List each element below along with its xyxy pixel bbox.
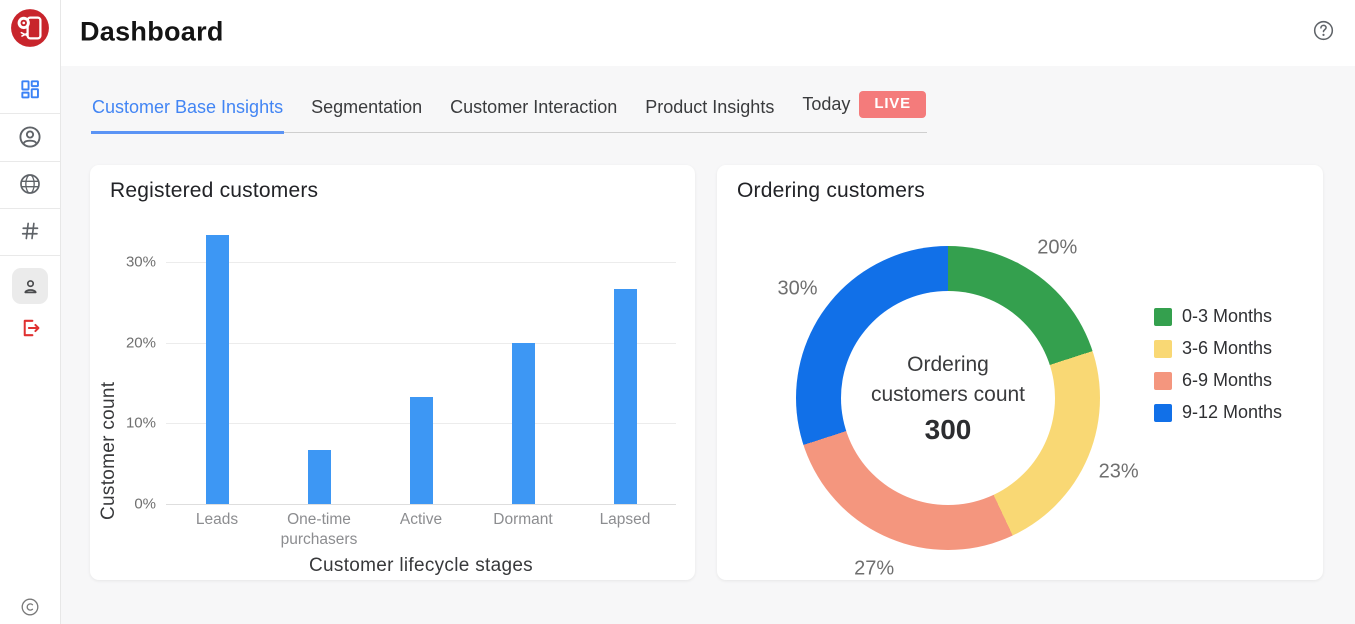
slice-percent-label: 27%: [854, 557, 895, 580]
registered-customers-card: Registered customers Customer count 0% 10…: [90, 165, 695, 580]
bar-one-time-purchasers[interactable]: [307, 449, 331, 504]
legend-item-0-3-months[interactable]: 0-3 Months: [1154, 306, 1282, 327]
legend-label: 3-6 Months: [1182, 338, 1273, 358]
header: Dashboard: [61, 0, 1355, 66]
donut-legend: 0-3 Months 3-6 Months 6-9 Months 9-12 Month…: [1154, 306, 1282, 423]
sidebar-divider: [0, 161, 60, 162]
tab-label: Customer Base Insights: [92, 96, 284, 117]
y-tick-label: 0%: [134, 495, 156, 513]
active-nav-background: [12, 268, 48, 304]
bar-categories: Leads One-time purchasers Active Dormant Lap…: [166, 510, 676, 550]
legend-swatch: [1154, 307, 1172, 326]
live-badge: LIVE: [859, 91, 926, 118]
user-icon[interactable]: [12, 268, 48, 304]
globe-icon[interactable]: [18, 172, 42, 196]
donut-center: Ordering customers count 300: [841, 291, 1055, 505]
hash-icon[interactable]: [19, 220, 41, 242]
logout-icon[interactable]: [19, 317, 42, 340]
tab-customer-interaction[interactable]: Customer Interaction: [449, 95, 618, 134]
bar-slot: [409, 220, 433, 504]
content-area: Customer Base Insights Segmentation Custom…: [61, 66, 1355, 624]
slice-percent-label: 23%: [1098, 460, 1139, 483]
donut-center-label: Ordering customers count: [871, 350, 1025, 411]
legend-label: 9-12 Months: [1182, 402, 1283, 422]
ordering-customers-card: Ordering customers Ordering customers co…: [717, 165, 1323, 580]
sidebar: [0, 0, 61, 624]
copyright-icon[interactable]: [21, 598, 40, 617]
bar-lapsed[interactable]: [613, 288, 637, 504]
bar-slot: [613, 220, 637, 504]
gridline: [166, 342, 676, 344]
legend-item-9-12-months[interactable]: 9-12 Months: [1154, 402, 1282, 423]
legend-swatch: [1154, 403, 1172, 422]
slice-percent-label: 30%: [777, 277, 818, 300]
tab-label: Customer Interaction: [450, 96, 618, 117]
bar-slot: [205, 220, 229, 504]
x-category-label: Dormant: [493, 511, 553, 528]
tab-product-insights[interactable]: Product Insights: [644, 95, 775, 134]
tab-label: Today: [802, 93, 851, 114]
sidebar-divider: [0, 113, 60, 114]
page-title: Dashboard: [80, 16, 224, 47]
legend-label: 0-3 Months: [1182, 306, 1273, 326]
legend-swatch: [1154, 339, 1172, 358]
tab-customer-base-insights[interactable]: Customer Base Insights: [91, 95, 285, 134]
donut-center-label-line: Ordering: [907, 352, 989, 376]
y-tick-label: 20%: [125, 334, 156, 352]
legend-swatch: [1154, 371, 1172, 390]
brand-logo[interactable]: [10, 8, 50, 48]
bar-series: [166, 220, 676, 504]
legend-item-6-9-months[interactable]: 6-9 Months: [1154, 370, 1282, 391]
help-circle-icon[interactable]: [1312, 19, 1335, 47]
gridline: [166, 261, 676, 263]
x-category-label: Active: [399, 511, 443, 528]
bar-plot: 0% 10% 20% 30%: [126, 220, 676, 513]
slice-percent-label: 20%: [1037, 236, 1078, 259]
tab-today[interactable]: Today LIVE: [801, 89, 927, 134]
card-title: Ordering customers: [737, 179, 925, 202]
tab-label: Product Insights: [645, 96, 775, 117]
x-category-label: Leads: [195, 511, 239, 528]
y-tick-label: 10%: [125, 414, 156, 432]
donut-center-label-line: customers count: [870, 383, 1026, 406]
tab-bar: Customer Base Insights Segmentation Custom…: [91, 89, 927, 134]
legend-label: 6-9 Months: [1182, 370, 1273, 390]
card-title: Registered customers: [110, 179, 319, 202]
bar-slot: [307, 220, 331, 504]
gridline: [166, 504, 676, 505]
x-category-label: Lapsed: [599, 511, 651, 528]
bar-dormant[interactable]: [511, 342, 535, 504]
account-circle-icon[interactable]: [18, 125, 43, 150]
x-category-label: One-time purchasers: [280, 511, 358, 549]
bar-x-axis-title: Customer lifecycle stages: [309, 555, 533, 576]
sidebar-divider: [0, 255, 60, 256]
sidebar-divider: [0, 208, 60, 209]
y-tick-label: 30%: [125, 253, 156, 271]
bar-active[interactable]: [409, 396, 433, 504]
bar-slot: [511, 220, 535, 504]
tab-label: Segmentation: [311, 96, 423, 117]
legend-item-3-6-months[interactable]: 3-6 Months: [1154, 338, 1282, 359]
tab-segmentation[interactable]: Segmentation: [310, 95, 423, 134]
bar-leads[interactable]: [205, 235, 229, 504]
donut-center-value: 300: [924, 414, 972, 446]
dashboard-grid-icon[interactable]: [19, 78, 42, 101]
